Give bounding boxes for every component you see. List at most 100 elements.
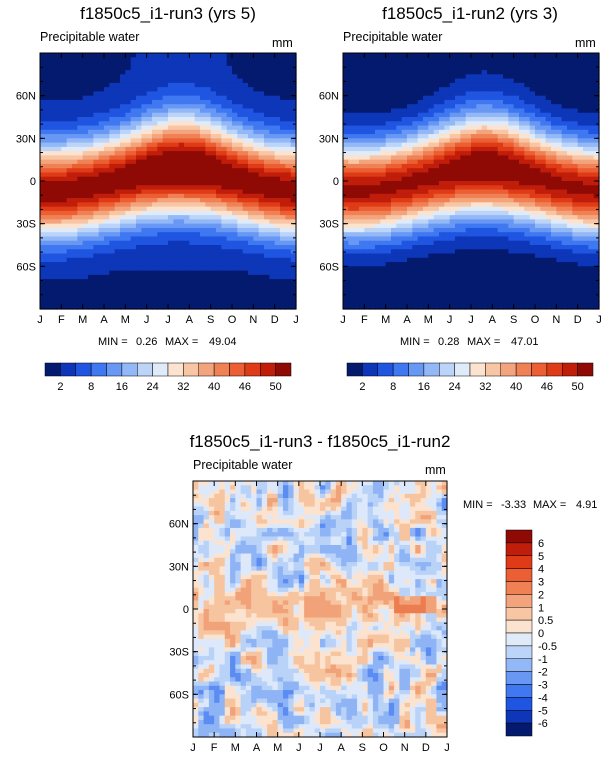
panel2-cell <box>572 70 579 75</box>
panel1-cell <box>290 65 297 71</box>
panel2-cell <box>460 74 467 80</box>
panel2-cell <box>460 78 467 84</box>
panel1-cell <box>77 82 84 88</box>
panel1-cell <box>141 181 148 186</box>
panel1-cell <box>194 159 201 165</box>
panel1-cell <box>77 283 84 289</box>
panel1-cell <box>189 219 196 225</box>
panel1-cell <box>130 99 137 105</box>
panel1-cell <box>274 189 281 195</box>
panel2-cell <box>593 189 600 195</box>
panel2-cell <box>444 181 451 186</box>
panel2-cell <box>476 159 483 165</box>
panel1-cell <box>210 202 217 208</box>
panel1-cell <box>253 146 260 152</box>
panel1-cell <box>237 219 244 225</box>
panel2-cell <box>572 202 579 208</box>
panel1-cell <box>237 185 244 191</box>
panel1-cell <box>93 53 100 58</box>
panel2-cell <box>471 125 477 131</box>
panel2-cell <box>391 125 397 131</box>
panel2-cell <box>577 206 584 212</box>
panel1-cell <box>258 227 265 233</box>
panel2-cell <box>524 223 531 229</box>
panel1-cell <box>93 151 100 156</box>
panel2-cell <box>401 176 408 182</box>
panel1-cell <box>285 270 292 276</box>
panel1-cell <box>184 155 190 161</box>
panel2-cell <box>401 108 408 114</box>
panel1-cell <box>210 270 217 276</box>
panel1-cell <box>72 249 78 255</box>
panel2-cell <box>476 78 483 84</box>
panel1-cell <box>120 185 126 191</box>
panel2-cell <box>401 159 408 165</box>
panel1-cell <box>120 300 126 306</box>
panel1-cell <box>184 99 190 105</box>
panel1-cell <box>194 193 201 199</box>
panel1-cell <box>45 168 52 174</box>
panel1-cell <box>189 274 196 280</box>
panel2-cell <box>471 61 477 67</box>
panel1-cell <box>253 283 260 289</box>
panel1-cell <box>237 155 244 161</box>
panel2-cell <box>497 70 504 75</box>
panel1-cell <box>232 159 238 165</box>
panel1-cell <box>50 236 57 242</box>
panel1-cell <box>136 202 142 208</box>
panel1-cell <box>56 287 62 293</box>
panel1-cell <box>280 108 286 114</box>
panel1-cell <box>130 266 137 272</box>
panel1-cell <box>114 227 121 233</box>
panel1-cell <box>152 274 158 280</box>
panel1-cell <box>162 134 169 139</box>
panel2-cell <box>567 104 573 110</box>
panel2-cell <box>593 215 600 220</box>
panel2-cell <box>449 202 456 208</box>
panel2-cell <box>449 82 456 88</box>
panel2-cell <box>476 223 483 229</box>
panel2-cell <box>391 87 397 92</box>
panel1-cell <box>216 206 222 212</box>
panel2-cell <box>588 202 595 208</box>
panel2-cell <box>577 70 584 75</box>
panel2-cell <box>385 206 392 212</box>
panel1-cell <box>200 91 206 97</box>
panel1-cell <box>280 236 286 242</box>
panel1-cell <box>50 53 57 58</box>
panel1-cell <box>56 253 62 259</box>
panel1-cell <box>109 151 116 156</box>
panel1-cell <box>136 99 142 105</box>
panel2-cell <box>545 134 552 139</box>
panel1-cell <box>162 95 169 101</box>
panel1-cell <box>98 249 105 255</box>
panel2-cell <box>535 70 541 75</box>
panel1-cell <box>178 296 185 302</box>
panel1-cell <box>274 129 281 135</box>
panel2-cell <box>460 65 467 71</box>
panel2-cell <box>401 129 408 135</box>
panel1-cell <box>216 108 222 114</box>
panel1-cell <box>226 206 233 212</box>
panel2-cell <box>476 227 483 233</box>
panel2-cell <box>423 87 429 92</box>
panel1-cell <box>264 181 270 186</box>
panel1-cell <box>157 202 164 208</box>
panel2-cell <box>353 219 360 225</box>
panel2-cell <box>428 189 435 195</box>
panel2-cell <box>380 210 387 216</box>
panel1-cell <box>114 223 121 229</box>
panel2-cell <box>503 61 509 67</box>
panel1-cell <box>210 125 217 131</box>
panel1-cell <box>242 95 249 101</box>
panel2-cell <box>460 155 467 161</box>
panel1-cell <box>237 87 244 92</box>
panel1-cell <box>285 198 292 203</box>
panel1-cell <box>221 245 228 250</box>
panel2-cell <box>375 227 381 233</box>
panel2-cell <box>577 134 584 139</box>
panel1-cell <box>269 87 276 92</box>
panel1-cell <box>45 270 52 276</box>
panel1-cell <box>253 134 260 139</box>
panel1-cell <box>146 129 153 135</box>
